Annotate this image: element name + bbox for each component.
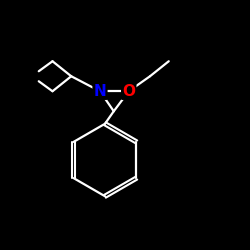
Text: N: N bbox=[94, 84, 106, 99]
Text: O: O bbox=[122, 84, 135, 99]
